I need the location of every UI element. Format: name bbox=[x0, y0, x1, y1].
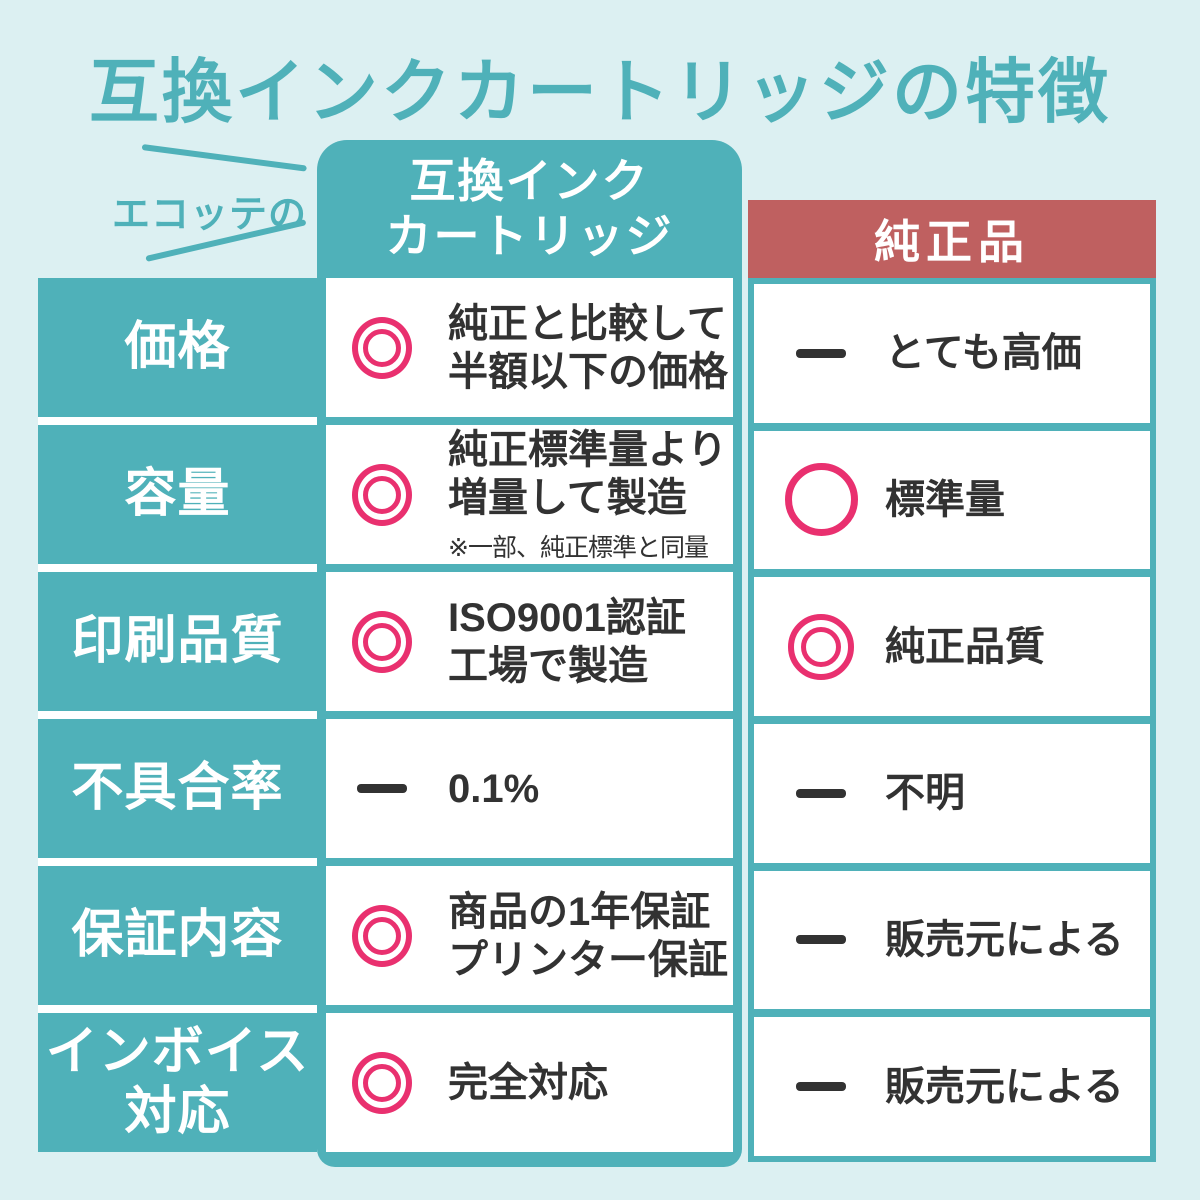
genuine-cell-text: 標準量 bbox=[885, 477, 1005, 522]
genuine-cell-text: 販売元による bbox=[885, 917, 1124, 962]
row-label: 容量 bbox=[38, 425, 317, 564]
row-label-line: 容量 bbox=[124, 464, 231, 523]
dash-icon bbox=[796, 348, 846, 358]
compat-text-line: 完全対応 bbox=[448, 1060, 608, 1105]
page-title: 互換インクカートリッジの特徴 bbox=[89, 53, 1111, 131]
genuine-cell: 販売元による bbox=[754, 1017, 1150, 1156]
compat-text-line: ISO9001認証 bbox=[448, 595, 686, 640]
compat-header-line1: 互換インク bbox=[409, 154, 650, 207]
genuine-cell: 純正品質 bbox=[754, 577, 1150, 716]
double-circle-icon bbox=[352, 316, 412, 379]
compat-text-line: プリンター保証 bbox=[448, 937, 728, 982]
dash-icon bbox=[796, 1082, 846, 1092]
row-label-line: 対応 bbox=[124, 1082, 231, 1141]
compat-text-line: 半額以下の価格 bbox=[448, 349, 728, 394]
row-label: インボイス 対応 bbox=[38, 1013, 317, 1152]
compat-cell-text: 純正と比較して 半額以下の価格 bbox=[448, 300, 728, 396]
label-column: 価格容量印刷品質不具合率保証内容インボイス 対応 bbox=[38, 278, 317, 1152]
genuine-cell-text: 不明 bbox=[885, 771, 965, 816]
row-label-line: 不具合率 bbox=[71, 758, 284, 817]
compat-cell: 商品の1年保証 プリンター保証 bbox=[326, 866, 733, 1005]
compat-column: 純正と比較して 半額以下の価格 純正標準量より 増量して製造 ※一部、純正標準と同量 IS… bbox=[326, 278, 733, 1152]
compat-cell-text: 純正標準量より 増量して製造 ※一部、純正標準と同量 bbox=[448, 426, 727, 564]
compat-column-header: 互換インク カートリッジ bbox=[317, 140, 742, 278]
row-label-line: 印刷品質 bbox=[71, 611, 284, 670]
compat-column-frame: 互換インク カートリッジ 純正と比較して 半額以下の価格 純正標準量より 増量して製造… bbox=[317, 140, 742, 1167]
genuine-cell: とても高価 bbox=[754, 284, 1150, 423]
compat-cell-text: 商品の1年保証 プリンター保証 bbox=[448, 888, 728, 984]
compat-cell: 完全対応 bbox=[326, 1013, 733, 1152]
genuine-cell-text: とても高価 bbox=[885, 331, 1082, 376]
genuine-column-header: 純正品 bbox=[748, 200, 1156, 278]
double-circle-icon bbox=[352, 1051, 412, 1114]
compat-cell: 純正標準量より 増量して製造 ※一部、純正標準と同量 bbox=[326, 425, 733, 564]
compat-header-line2: カートリッジ bbox=[385, 210, 674, 262]
row-label: 保証内容 bbox=[38, 866, 317, 1005]
compat-text-line: 純正と比較して bbox=[448, 301, 727, 346]
compat-cell: 純正と比較して 半額以下の価格 bbox=[326, 278, 733, 417]
double-circle-icon bbox=[352, 463, 412, 526]
double-circle-icon bbox=[352, 904, 412, 967]
circle-icon bbox=[784, 463, 858, 537]
genuine-cell-text: 販売元による bbox=[885, 1064, 1124, 1109]
compat-cell: ISO9001認証 工場で製造 bbox=[326, 572, 733, 711]
row-label-line: 価格 bbox=[124, 317, 231, 376]
compat-cell-text: ISO9001認証 工場で製造 bbox=[448, 594, 686, 690]
dash-icon bbox=[796, 788, 846, 798]
genuine-cell-text: 純正品質 bbox=[885, 624, 1045, 669]
brand-emphasis-line-top bbox=[141, 144, 307, 172]
compat-cell: 0.1% bbox=[326, 719, 733, 858]
row-label: 不具合率 bbox=[38, 719, 317, 858]
compat-text-line: 0.1% bbox=[448, 766, 540, 811]
compat-cell-text: 完全対応 bbox=[448, 1059, 608, 1107]
compat-text-line: 商品の1年保証 bbox=[448, 889, 711, 934]
double-circle-icon bbox=[788, 613, 854, 680]
dash-icon bbox=[796, 935, 846, 945]
genuine-cell: 不明 bbox=[754, 724, 1150, 863]
compat-text-line: 純正標準量より bbox=[448, 427, 728, 472]
compat-cell-note: ※一部、純正標準と同量 bbox=[448, 533, 709, 562]
genuine-cell: 標準量 bbox=[754, 430, 1150, 570]
compat-cell-text: 0.1% bbox=[448, 765, 539, 813]
row-label: 価格 bbox=[38, 278, 317, 417]
row-label-line: 保証内容 bbox=[71, 905, 284, 964]
compat-text-line: 工場で製造 bbox=[448, 643, 648, 688]
row-label: 印刷品質 bbox=[38, 572, 317, 711]
double-circle-icon bbox=[352, 610, 412, 673]
dash-icon bbox=[357, 784, 407, 793]
genuine-column: とても高価標準量純正品質不明販売元による 販売元による bbox=[748, 278, 1156, 1162]
row-label-line: インボイス bbox=[45, 1022, 310, 1081]
compat-text-line: 増量して製造 bbox=[448, 475, 687, 520]
genuine-cell: 販売元による bbox=[754, 870, 1150, 1010]
